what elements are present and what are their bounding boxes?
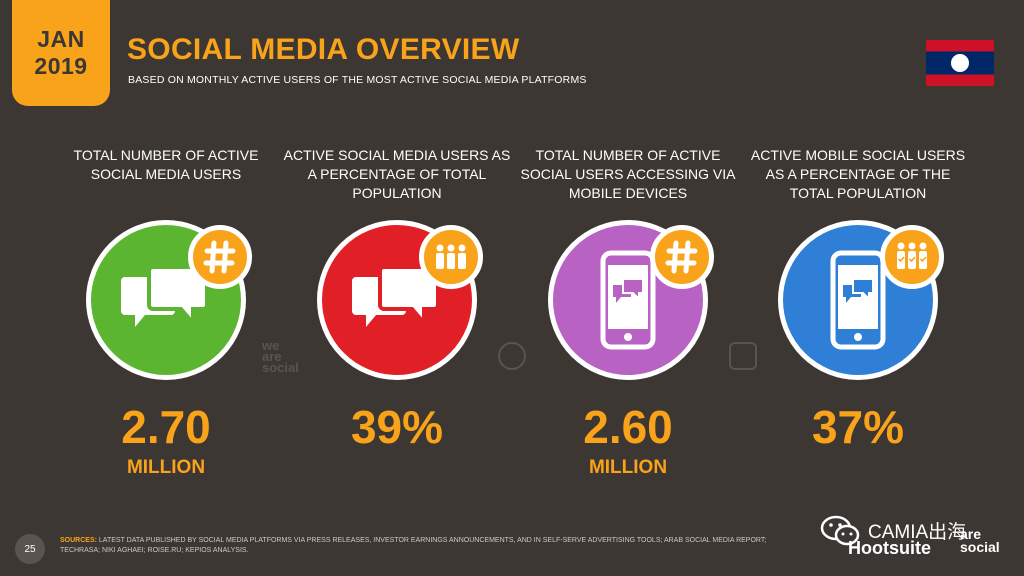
we-are-social-logo: are social [960,526,1000,555]
stat-unit: MILLION [588,457,668,478]
page-subtitle: BASED ON MONTHLY ACTIVE USERS OF THE MOS… [128,74,587,86]
stat-label: TOTAL NUMBER OF ACTIVE SOCIAL MEDIA USER… [73,147,259,182]
date-badge: JAN 2019 [12,0,110,106]
stat-value: 39% [350,401,444,453]
mobile-chat-icon [830,250,886,350]
watermark-line: are [262,349,282,364]
laos-flag-icon [926,40,994,86]
hash-badge [650,225,714,289]
chat-bubbles-icon [121,265,209,329]
stat-label: ACTIVE SOCIAL MEDIA USERS AS A PERCENTAG… [283,147,511,201]
people-check-badge [880,225,944,289]
hash-icon [665,240,698,274]
stat-column-mobile-users: TOTAL NUMBER OF ACTIVE SOCIAL USERS ACCE… [513,146,743,206]
owl-watermark-icon [729,342,757,370]
people-check-icon [897,242,927,269]
mobile-chat-icon [600,250,656,350]
lightbulb-watermark-icon [498,342,526,370]
stat-column-total-users: TOTAL NUMBER OF ACTIVE SOCIAL MEDIA USER… [51,146,281,206]
we-are-social-watermark: we are social [262,338,299,375]
was-logo-line: are [960,526,982,542]
wechat-icon [820,515,860,546]
hootsuite-logo: Hootsuite [848,538,931,558]
stat-icon-circle [778,220,938,380]
sources-note: SOURCES: LATEST DATA PUBLISHED BY SOCIAL… [60,536,780,556]
hash-badge [188,225,252,289]
stat-value: 37% [811,401,905,453]
stat-column-mobile-percent: ACTIVE MOBILE SOCIAL USERS AS A PERCENTA… [743,146,973,206]
watermark-line: social [262,360,299,375]
stat-value: 2.60 [583,401,673,453]
wechat-account-label: CAMIA出海 [868,522,967,543]
date-year: 2019 [34,53,88,79]
sources-text: LATEST DATA PUBLISHED BY SOCIAL MEDIA PL… [60,537,767,554]
was-logo-line: social [960,539,1000,555]
stat-column-percent-users: ACTIVE SOCIAL MEDIA USERS AS A PERCENTAG… [282,146,512,206]
people-badge [419,225,483,289]
stat-unit: MILLION [126,457,206,478]
stat-label: ACTIVE MOBILE SOCIAL USERS AS A PERCENTA… [750,147,966,201]
page-title: SOCIAL MEDIA OVERVIEW [127,33,520,66]
watermark-line: we [262,338,280,353]
stat-label: TOTAL NUMBER OF ACTIVE SOCIAL USERS ACCE… [520,147,736,201]
hash-icon [203,240,236,274]
sources-label: SOURCES: [60,537,97,544]
date-month: JAN [37,26,85,52]
page-number: 25 [15,534,45,564]
stat-value: 2.70 [121,401,211,453]
people-icon [436,244,466,269]
